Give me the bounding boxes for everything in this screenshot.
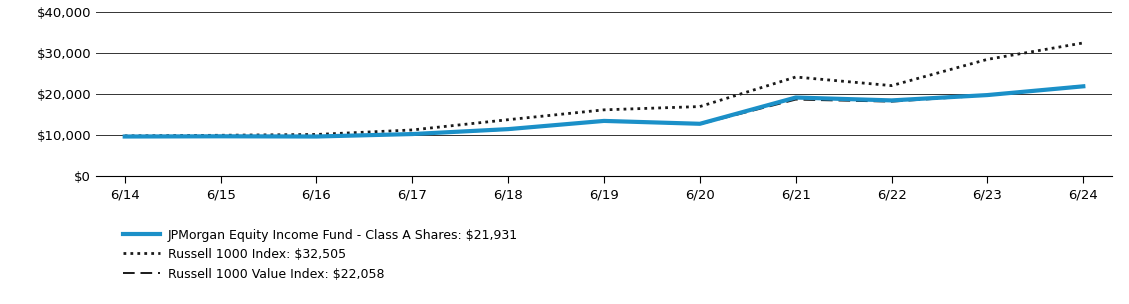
Russell 1000 Index: $32,505: (4, 1.38e+04): $32,505: (4, 1.38e+04) [501, 118, 515, 122]
Russell 1000 Index: $32,505: (7, 2.42e+04): $32,505: (7, 2.42e+04) [789, 75, 803, 79]
Russell 1000 Index: $32,505: (1, 1e+04): $32,505: (1, 1e+04) [213, 133, 227, 137]
JPMorgan Equity Income Fund - Class A Shares: $21,931: (5, 1.35e+04): $21,931: (5, 1.35e+04) [597, 119, 611, 123]
Russell 1000 Index: $32,505: (3, 1.13e+04): $32,505: (3, 1.13e+04) [405, 128, 419, 132]
Line: Russell 1000 Value Index: $22,058: Russell 1000 Value Index: $22,058 [124, 86, 1084, 136]
Russell 1000 Index: $32,505: (5, 1.62e+04): $32,505: (5, 1.62e+04) [597, 108, 611, 112]
Russell 1000 Value Index: $22,058: (9, 1.97e+04): $22,058: (9, 1.97e+04) [981, 94, 995, 97]
Russell 1000 Value Index: $22,058: (5, 1.35e+04): $22,058: (5, 1.35e+04) [597, 119, 611, 123]
JPMorgan Equity Income Fund - Class A Shares: $21,931: (8, 1.85e+04): $21,931: (8, 1.85e+04) [885, 98, 899, 102]
JPMorgan Equity Income Fund - Class A Shares: $21,931: (0, 9.7e+03): $21,931: (0, 9.7e+03) [117, 135, 131, 138]
Russell 1000 Value Index: $22,058: (1, 9.75e+03): $22,058: (1, 9.75e+03) [213, 134, 227, 138]
Russell 1000 Index: $32,505: (2, 1.02e+04): $32,505: (2, 1.02e+04) [309, 133, 323, 136]
Russell 1000 Index: $32,505: (9, 2.85e+04): $32,505: (9, 2.85e+04) [981, 57, 995, 61]
Line: JPMorgan Equity Income Fund - Class A Shares: $21,931: JPMorgan Equity Income Fund - Class A Sh… [124, 86, 1084, 136]
Line: Russell 1000 Index: $32,505: Russell 1000 Index: $32,505 [124, 43, 1084, 136]
JPMorgan Equity Income Fund - Class A Shares: $21,931: (1, 9.75e+03): $21,931: (1, 9.75e+03) [213, 134, 227, 138]
Russell 1000 Index: $32,505: (8, 2.21e+04): $32,505: (8, 2.21e+04) [885, 84, 899, 88]
Russell 1000 Value Index: $22,058: (7, 1.87e+04): $22,058: (7, 1.87e+04) [789, 98, 803, 102]
Russell 1000 Index: $32,505: (0, 9.85e+03): $32,505: (0, 9.85e+03) [117, 134, 131, 138]
JPMorgan Equity Income Fund - Class A Shares: $21,931: (3, 1.03e+04): $21,931: (3, 1.03e+04) [405, 132, 419, 136]
JPMorgan Equity Income Fund - Class A Shares: $21,931: (2, 9.7e+03): $21,931: (2, 9.7e+03) [309, 135, 323, 138]
Russell 1000 Value Index: $22,058: (2, 9.7e+03): $22,058: (2, 9.7e+03) [309, 135, 323, 138]
Russell 1000 Value Index: $22,058: (0, 9.7e+03): $22,058: (0, 9.7e+03) [117, 135, 131, 138]
Russell 1000 Value Index: $22,058: (10, 2.21e+04): $22,058: (10, 2.21e+04) [1077, 84, 1091, 88]
JPMorgan Equity Income Fund - Class A Shares: $21,931: (10, 2.19e+04): $21,931: (10, 2.19e+04) [1077, 85, 1091, 88]
Russell 1000 Value Index: $22,058: (6, 1.27e+04): $22,058: (6, 1.27e+04) [693, 123, 707, 126]
Russell 1000 Index: $32,505: (10, 3.25e+04): $32,505: (10, 3.25e+04) [1077, 41, 1091, 45]
JPMorgan Equity Income Fund - Class A Shares: $21,931: (4, 1.15e+04): $21,931: (4, 1.15e+04) [501, 127, 515, 131]
Russell 1000 Value Index: $22,058: (8, 1.82e+04): $22,058: (8, 1.82e+04) [885, 100, 899, 103]
Legend: JPMorgan Equity Income Fund - Class A Shares: $21,931, Russell 1000 Index: $32,5: JPMorgan Equity Income Fund - Class A Sh… [123, 229, 518, 281]
JPMorgan Equity Income Fund - Class A Shares: $21,931: (6, 1.28e+04): $21,931: (6, 1.28e+04) [693, 122, 707, 126]
Russell 1000 Index: $32,505: (6, 1.7e+04): $32,505: (6, 1.7e+04) [693, 105, 707, 109]
Russell 1000 Value Index: $22,058: (3, 1.02e+04): $22,058: (3, 1.02e+04) [405, 133, 419, 136]
Russell 1000 Value Index: $22,058: (4, 1.14e+04): $22,058: (4, 1.14e+04) [501, 128, 515, 131]
JPMorgan Equity Income Fund - Class A Shares: $21,931: (7, 1.92e+04): $21,931: (7, 1.92e+04) [789, 96, 803, 99]
JPMorgan Equity Income Fund - Class A Shares: $21,931: (9, 1.98e+04): $21,931: (9, 1.98e+04) [981, 93, 995, 97]
